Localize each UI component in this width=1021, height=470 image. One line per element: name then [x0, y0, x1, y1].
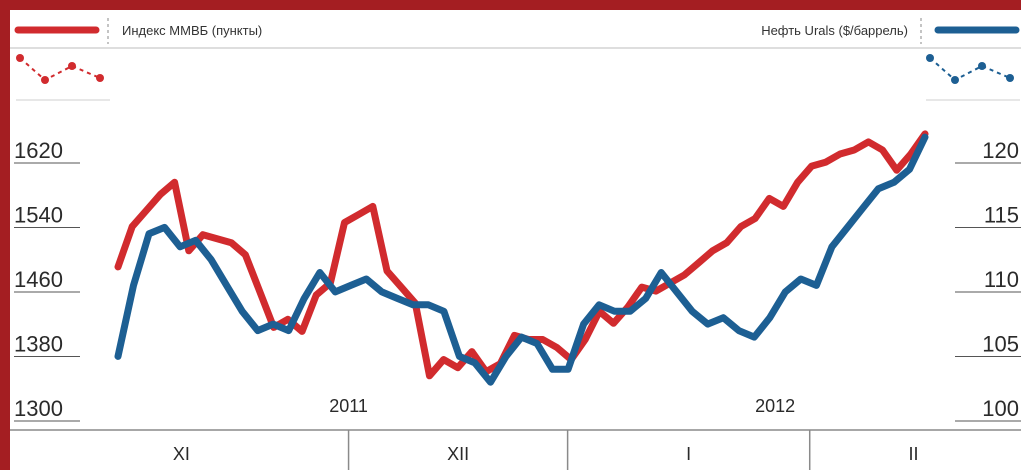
icon-dot	[926, 54, 934, 62]
trend-icon-left	[16, 54, 110, 101]
icon-dot	[41, 76, 49, 84]
year-label: 2012	[755, 396, 795, 416]
y-right-tick-label: 100	[982, 396, 1019, 421]
y-right-tick-label: 105	[982, 332, 1019, 357]
year-label: 2011	[329, 396, 368, 416]
y-left-tick-label: 1620	[14, 138, 63, 163]
month-label: II	[908, 444, 918, 464]
trend-icon-right	[926, 54, 1020, 101]
y-right-tick-label: 115	[984, 203, 1019, 228]
month-label: I	[686, 444, 691, 464]
icon-dot	[978, 62, 986, 70]
legend-right-label: Нефть Urals ($/баррель)	[761, 23, 908, 38]
icon-dot	[951, 76, 959, 84]
icon-dashed-line	[19, 57, 101, 82]
y-left-tick-label: 1380	[14, 332, 63, 357]
y-left-tick-label: 1460	[14, 267, 63, 292]
icon-dot	[68, 62, 76, 70]
icon-dot	[16, 54, 24, 62]
month-label: XI	[173, 444, 190, 464]
y-left-tick-label: 1540	[14, 203, 63, 228]
y-right-tick-label: 120	[982, 138, 1019, 163]
legend-left-label: Индекс ММВБ (пункты)	[122, 23, 262, 38]
icon-dot	[1006, 74, 1014, 82]
icon-dashed-line	[929, 57, 1011, 82]
month-label: XII	[447, 444, 469, 464]
y-right-tick-label: 110	[984, 267, 1019, 292]
y-left-tick-label: 1300	[14, 396, 63, 421]
icon-dot	[96, 74, 104, 82]
